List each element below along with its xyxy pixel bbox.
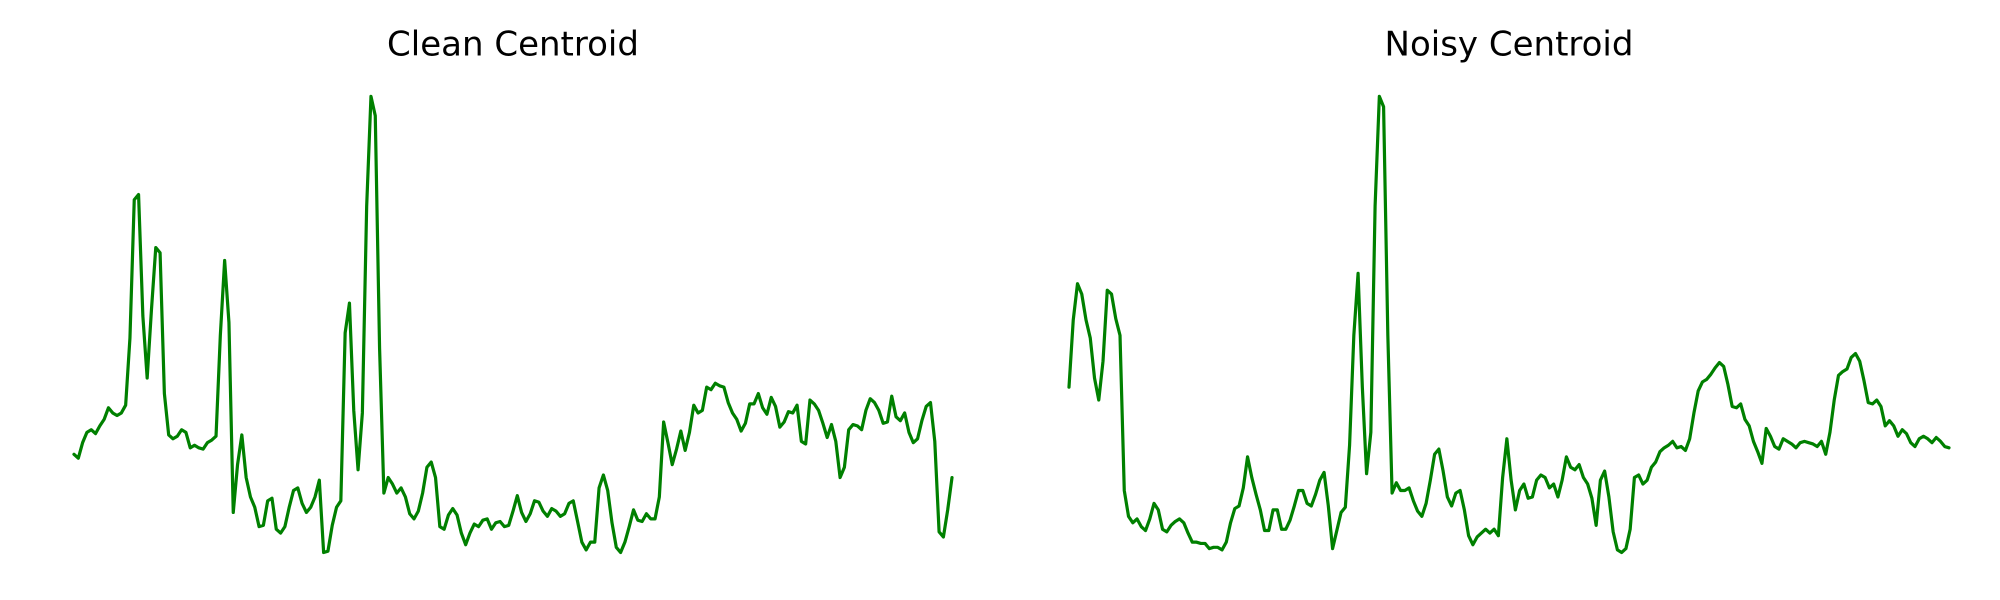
chart-title: Noisy Centroid [1385, 25, 1634, 65]
chart-title: Clean Centroid [387, 25, 639, 65]
data-line [1067, 94, 1951, 555]
data-line [72, 94, 954, 555]
